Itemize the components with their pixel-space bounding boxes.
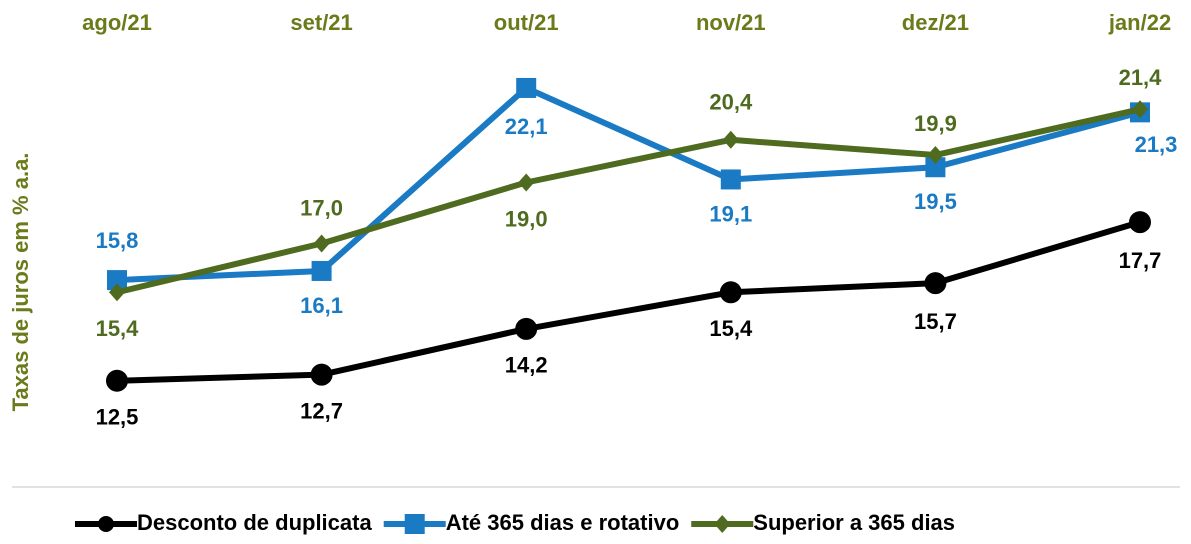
data-label: 17,0: [300, 195, 343, 220]
data-point: [106, 369, 128, 392]
data-point: [310, 363, 333, 386]
x-tick-label: out/21: [494, 10, 559, 35]
data-label: 14,2: [505, 353, 548, 378]
data-point: [1129, 211, 1151, 234]
series-line: [116, 219, 1141, 384]
data-point: [107, 270, 127, 291]
data-point: [924, 272, 947, 295]
legend-label: Desconto de duplicata: [137, 510, 372, 535]
x-tick-label: set/21: [290, 10, 352, 35]
y-axis-label: Taxas de juros em % a.a.: [8, 153, 33, 412]
legend-label: Até 365 dias e rotativo: [446, 510, 680, 535]
data-label: 19,9: [914, 111, 957, 136]
x-tick-label: dez/21: [902, 10, 969, 35]
data-point: [719, 281, 742, 304]
legend-label: Superior a 365 dias: [753, 510, 955, 535]
data-label: 15,7: [914, 309, 957, 334]
legend-marker: [98, 516, 114, 532]
x-tick-label: jan/22: [1108, 10, 1171, 35]
data-label: 15,8: [96, 228, 139, 253]
series-line: [116, 84, 1141, 284]
data-point: [313, 234, 330, 253]
data-label: 12,5: [96, 405, 139, 430]
data-point: [1132, 100, 1148, 119]
data-label: 15,4: [709, 316, 753, 341]
data-label: 19,1: [709, 201, 752, 226]
legend-marker: [714, 515, 731, 533]
data-point: [925, 157, 946, 178]
data-label: 21,4: [1119, 65, 1163, 90]
data-point: [515, 317, 538, 340]
data-label: 16,1: [300, 293, 343, 318]
data-point: [516, 77, 537, 98]
data-label: 20,4: [709, 90, 753, 115]
data-label: 15,4: [96, 316, 140, 341]
data-point: [720, 169, 741, 190]
data-point: [311, 260, 332, 281]
series-line: [116, 106, 1141, 296]
data-point: [722, 130, 739, 149]
data-label: 19,0: [505, 206, 548, 231]
data-label: 22,1: [505, 114, 548, 139]
data-label: 17,7: [1119, 248, 1162, 273]
data-label: 19,5: [914, 189, 957, 214]
data-label: 12,7: [300, 398, 343, 423]
data-point: [927, 146, 944, 165]
data-point: [109, 283, 125, 302]
x-tick-label: ago/21: [82, 10, 152, 35]
x-tick-label: nov/21: [696, 10, 766, 35]
legend-marker: [404, 514, 425, 534]
data-point: [518, 173, 535, 192]
data-label: 21,3: [1135, 132, 1178, 157]
